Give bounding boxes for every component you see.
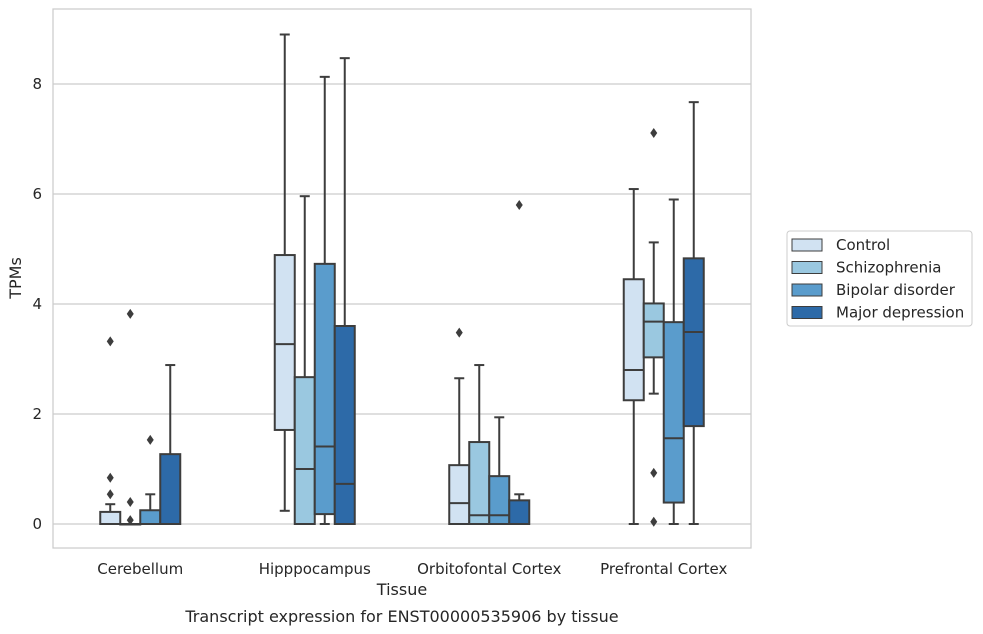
- legend-label: Control: [836, 236, 890, 254]
- box: [642, 302, 665, 359]
- legend-label: Schizophrenia: [836, 259, 941, 277]
- outlier-point: [126, 308, 134, 319]
- box: [313, 262, 336, 516]
- x-tick-label: Cerebellum: [97, 560, 183, 578]
- box: [448, 464, 471, 525]
- outlier-point: [455, 327, 463, 338]
- outlier-point: [106, 489, 114, 500]
- x-tick-label: Orbitofontal Cortex: [417, 560, 561, 578]
- y-tick-label: 2: [32, 405, 42, 423]
- x-tick-label: Hipppocampus: [259, 560, 371, 578]
- legend-label: Bipolar disorder: [836, 281, 956, 299]
- box: [488, 475, 511, 525]
- outlier-point: [515, 200, 523, 210]
- y-axis-ticks: 0 2 4 6 8: [32, 75, 42, 533]
- y-tick-label: 4: [32, 295, 42, 313]
- box: [293, 376, 316, 525]
- legend-swatch: [791, 306, 823, 319]
- outlier-point: [126, 497, 134, 507]
- plot-background: [53, 9, 751, 548]
- outlier-point: [106, 472, 114, 483]
- outlier-point: [106, 336, 114, 347]
- legend-label: Major depression: [836, 304, 964, 322]
- outlier-point: [126, 515, 134, 526]
- legend-frame: [786, 230, 973, 327]
- box: [508, 499, 531, 526]
- box: [622, 278, 645, 402]
- box: [273, 254, 296, 431]
- y-tick-label: 8: [32, 75, 42, 93]
- outlier-point: [650, 516, 658, 527]
- box: [682, 257, 705, 428]
- legend: Control Schizophrenia Bipolar disorder Majo…: [786, 230, 973, 327]
- plot-frame: [52, 8, 752, 549]
- outlier-point: [650, 127, 658, 138]
- box: [468, 441, 491, 525]
- box: [99, 510, 122, 525]
- box: [662, 321, 685, 504]
- x-axis-label: Tissue: [376, 580, 427, 599]
- outlier-point: [650, 467, 658, 478]
- y-tick-label: 0: [32, 515, 42, 533]
- legend-swatch: [791, 238, 823, 252]
- box: [139, 509, 162, 525]
- x-tick-label: Prefrontal Cortex: [600, 560, 727, 578]
- chart-caption: Transcript expression for ENST0000053590…: [184, 607, 618, 626]
- legend-swatch: [791, 261, 823, 274]
- box: [333, 325, 356, 525]
- x-axis-ticks: Cerebellum Hipppocampus Orbitofontal Corte…: [97, 560, 727, 578]
- box: [159, 453, 182, 525]
- y-axis-label: TPMs: [6, 257, 25, 300]
- boxes: [99, 33, 705, 527]
- legend-swatch: [791, 283, 823, 297]
- outlier-point: [146, 434, 154, 445]
- y-tick-label: 6: [32, 185, 42, 203]
